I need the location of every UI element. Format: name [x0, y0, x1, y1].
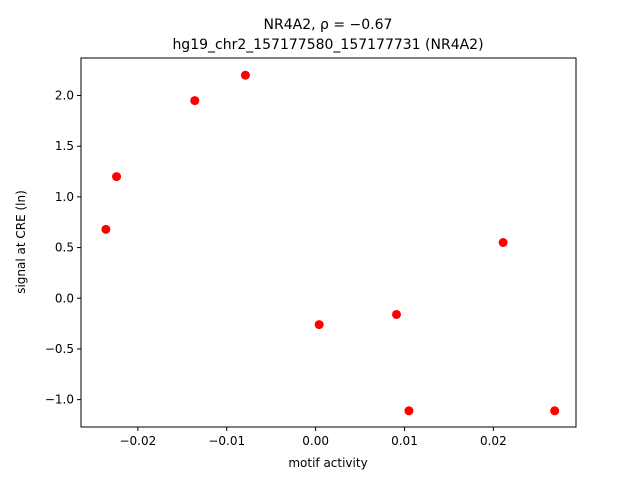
data-point — [112, 172, 122, 182]
x-axis-ticks: −0.02 −0.01 0.00 0.01 0.02 — [119, 427, 507, 448]
data-point — [550, 406, 560, 416]
data-point — [190, 96, 200, 106]
data-points — [101, 70, 560, 416]
y-tick-label: 2.0 — [55, 89, 74, 103]
y-tick-label: 0.5 — [55, 241, 74, 255]
y-axis-label: signal at CRE (ln) — [14, 190, 28, 294]
x-tick-label: −0.02 — [119, 434, 156, 448]
y-tick-label: 0.0 — [55, 291, 74, 305]
y-tick-label: −0.5 — [45, 342, 74, 356]
chart-title-line-2: hg19_chr2_157177580_157177731 (NR4A2) — [172, 37, 483, 53]
y-axis-ticks: −1.0 −0.5 0.0 0.5 1.0 1.5 2.0 — [45, 89, 81, 407]
data-point — [391, 309, 401, 319]
y-tick-label: −1.0 — [45, 393, 74, 407]
x-axis-label: motif activity — [288, 456, 367, 470]
y-tick-label: 1.0 — [55, 190, 74, 204]
chart-title-line-1: NR4A2, ρ = −0.67 — [264, 17, 393, 33]
x-tick-label: 0.00 — [302, 434, 329, 448]
y-tick-label: 1.5 — [55, 139, 74, 153]
data-point — [314, 320, 324, 330]
data-point — [498, 238, 508, 247]
x-tick-label: 0.01 — [391, 434, 418, 448]
x-tick-label: −0.01 — [208, 434, 245, 448]
x-tick-label: 0.02 — [480, 434, 507, 448]
plot-area-frame — [80, 57, 577, 428]
data-point — [101, 224, 111, 234]
data-point — [240, 70, 250, 80]
data-point — [404, 406, 414, 416]
